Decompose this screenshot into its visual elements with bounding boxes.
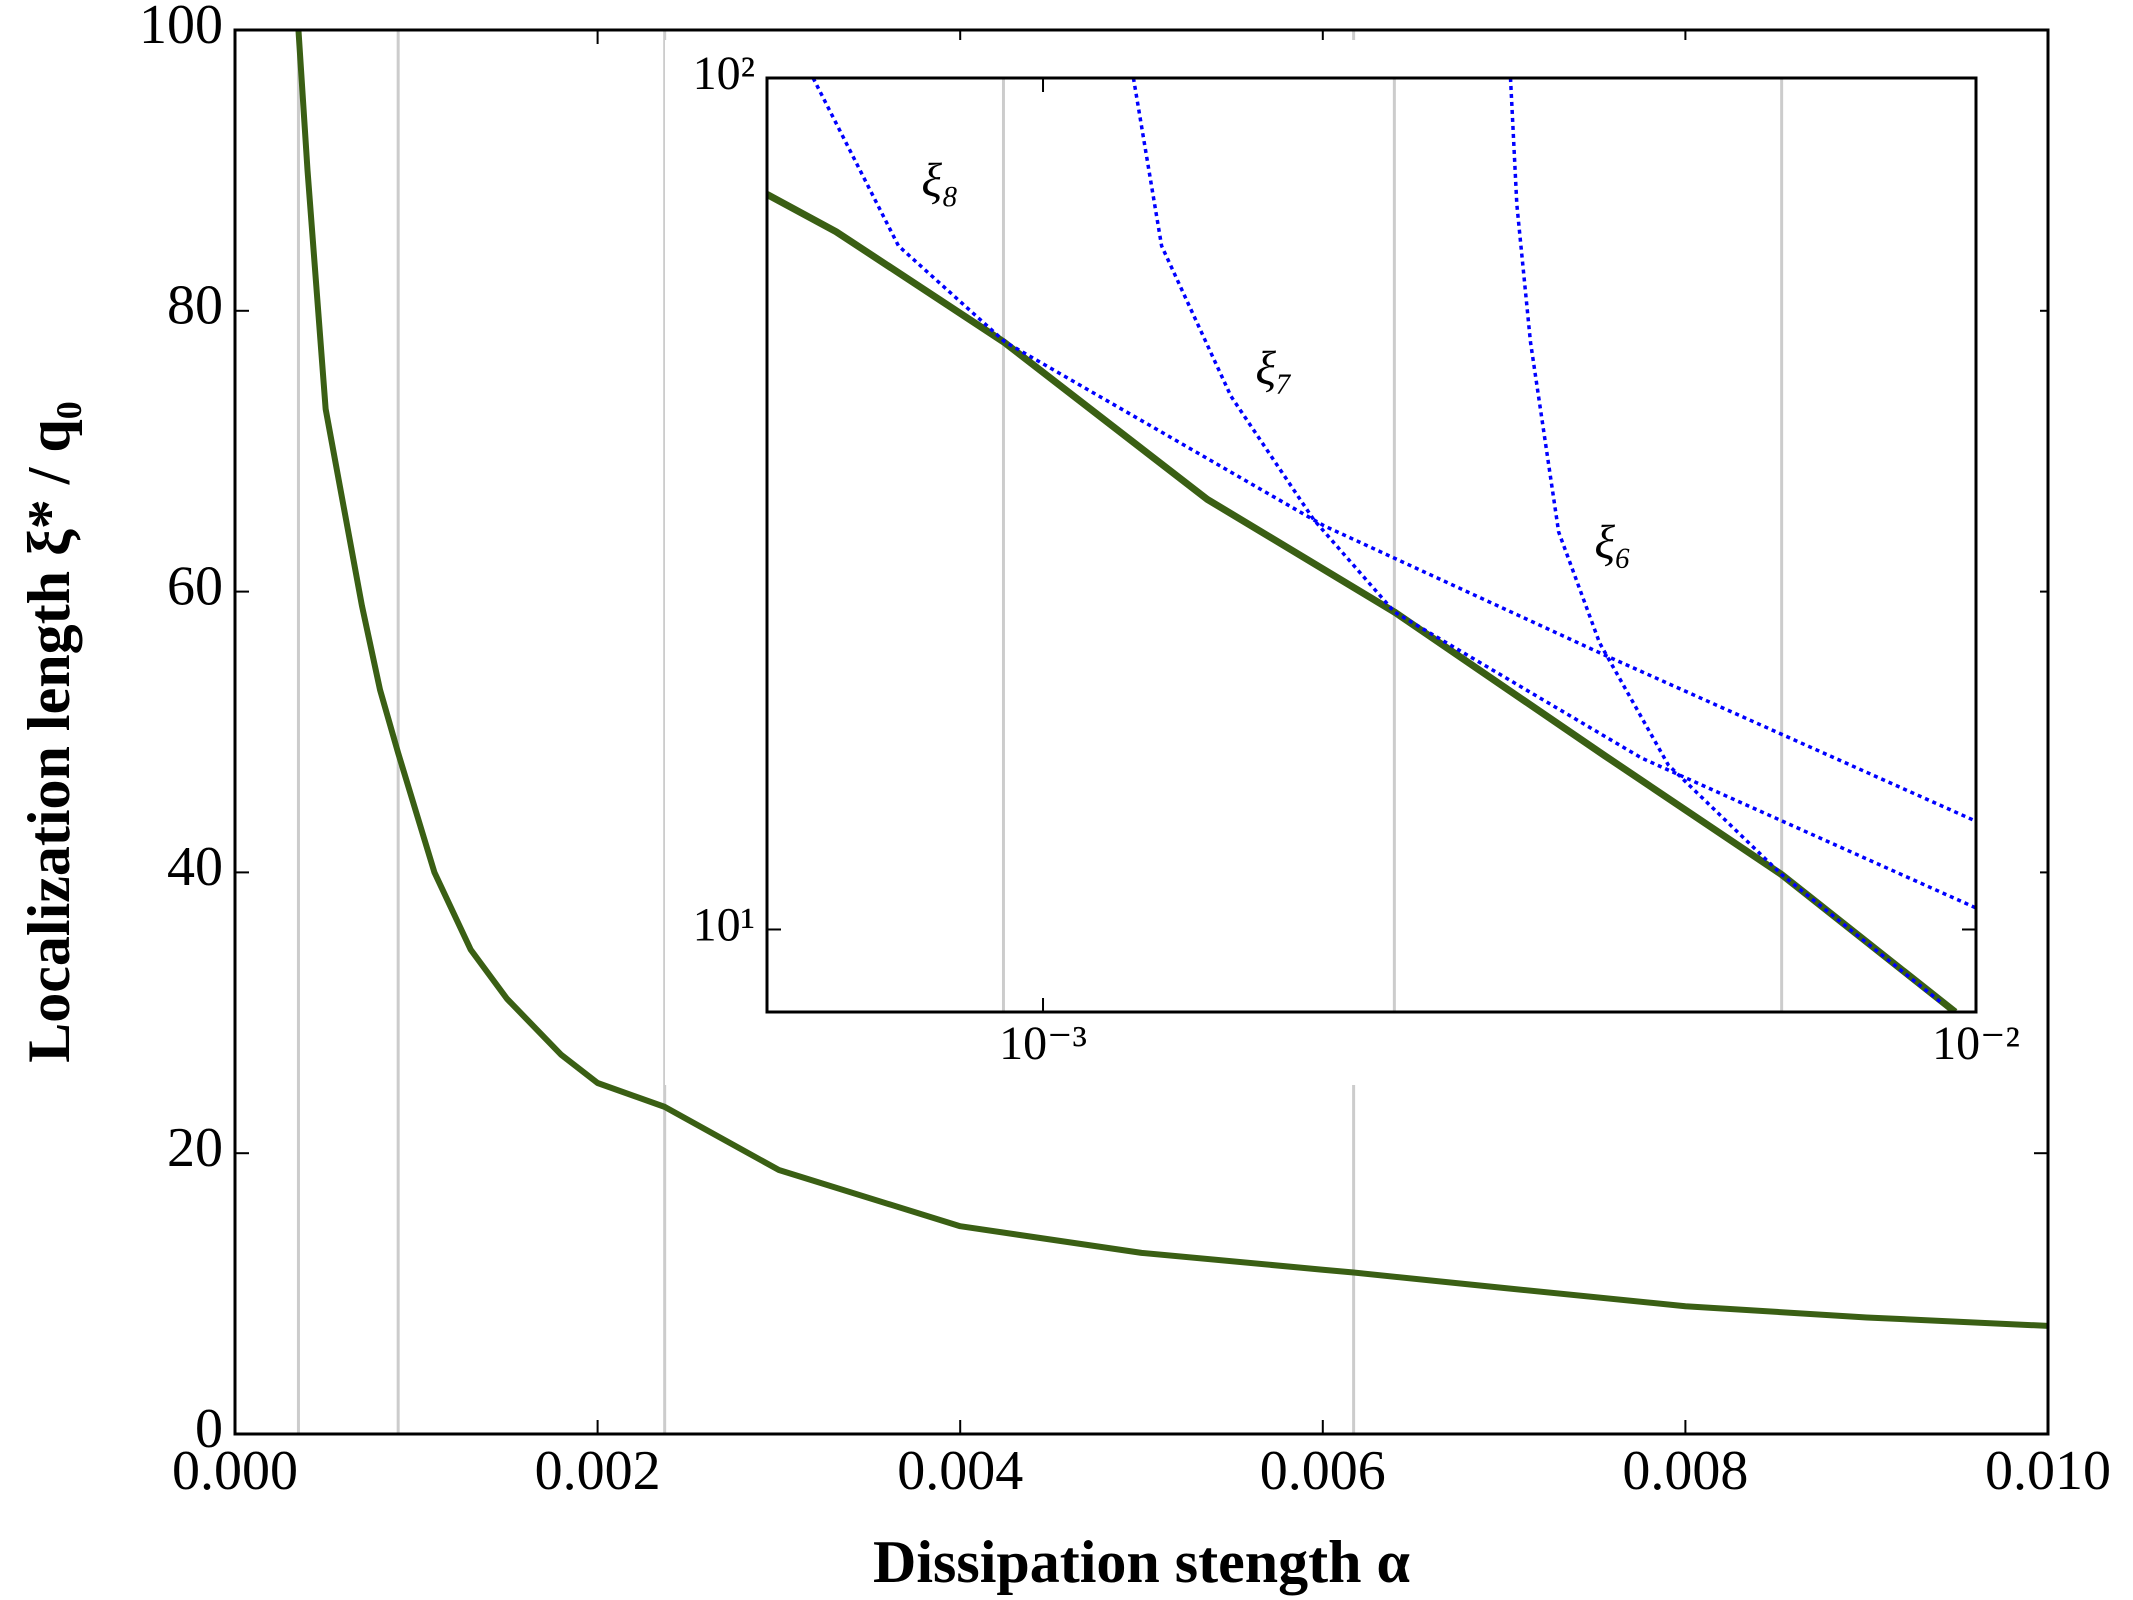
x-tick-label: 0.010	[1985, 1440, 2111, 1502]
y-tick-label: 0	[195, 1398, 223, 1460]
x-tick-label: 0.006	[1260, 1440, 1386, 1502]
y-tick-label: 60	[167, 555, 223, 617]
series-label: ξ₆	[1594, 516, 1631, 569]
x-axis-label: Dissipation stength α	[873, 1529, 1410, 1595]
series-line	[1131, 78, 1976, 910]
y-tick-label: 40	[167, 836, 223, 898]
y-tick-label: 10¹	[693, 898, 755, 951]
series-label: ξ₈	[921, 154, 958, 207]
y-tick-label: 10²	[693, 47, 755, 100]
x-tick-label: 0.004	[897, 1440, 1023, 1502]
series-line	[811, 78, 1976, 823]
x-tick-label: 0.000	[172, 1440, 298, 1502]
series-line	[767, 191, 1958, 1012]
axes-frame	[765, 76, 1978, 1014]
axes-frame	[233, 28, 2050, 1436]
series-label: ξ₇	[1255, 342, 1292, 395]
y-tick-label: 20	[167, 1117, 223, 1179]
x-tick-label: 10⁻³	[999, 1017, 1087, 1070]
y-axis-label: Localization length ξ* / q₀	[16, 401, 82, 1062]
x-tick-label: 10⁻²	[1932, 1017, 2020, 1070]
x-tick-label: 0.008	[1622, 1440, 1748, 1502]
series-line	[295, 30, 2048, 1329]
y-tick-label: 80	[167, 275, 223, 337]
inset-background	[665, 40, 2040, 1085]
x-tick-label: 0.002	[535, 1440, 661, 1502]
y-tick-label: 100	[139, 0, 223, 56]
